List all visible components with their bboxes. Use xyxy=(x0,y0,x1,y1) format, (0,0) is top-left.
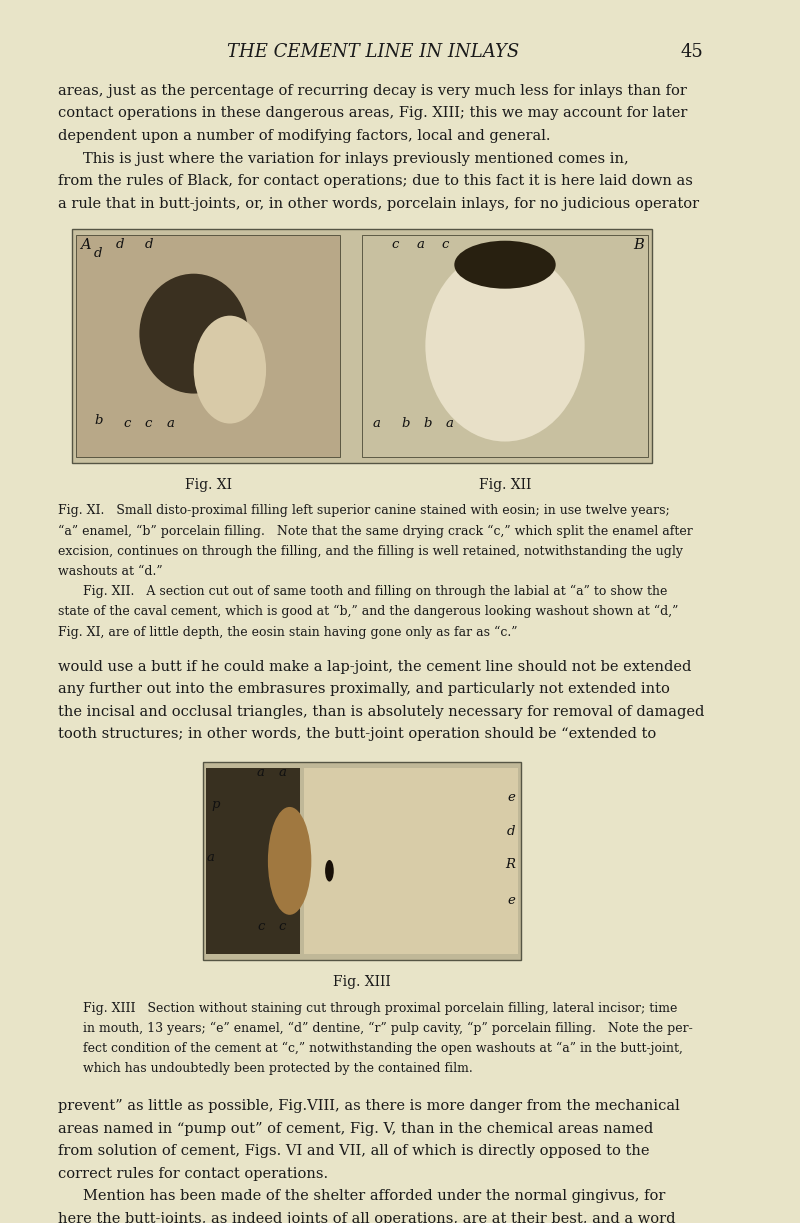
Text: Fig. XIII   Section without staining cut through proximal porcelain filling, lat: Fig. XIII Section without staining cut t… xyxy=(83,1002,678,1015)
Ellipse shape xyxy=(454,241,556,289)
Text: any further out into the embrasures proximally, and particularly not extended in: any further out into the embrasures prox… xyxy=(58,682,670,696)
Text: which has undoubtedly been protected by the contained film.: which has undoubtedly been protected by … xyxy=(83,1062,473,1075)
Text: A: A xyxy=(80,238,90,252)
Text: b: b xyxy=(423,417,432,430)
Text: c: c xyxy=(391,238,398,252)
Text: a: a xyxy=(446,417,453,430)
FancyBboxPatch shape xyxy=(73,229,652,462)
Text: the incisal and occlusal triangles, than is absolutely necessary for removal of : the incisal and occlusal triangles, than… xyxy=(58,704,704,719)
Ellipse shape xyxy=(426,249,585,442)
Text: d: d xyxy=(507,824,515,838)
Text: R: R xyxy=(506,859,515,871)
Text: e: e xyxy=(508,894,515,907)
Text: Fig. XII: Fig. XII xyxy=(479,478,531,492)
Text: a: a xyxy=(257,766,265,779)
Text: washouts at “d.”: washouts at “d.” xyxy=(58,565,162,578)
Text: here the butt-joints, as indeed joints of all operations, are at their best, and: here the butt-joints, as indeed joints o… xyxy=(58,1212,675,1223)
Text: fect condition of the cement at “c,” notwithstanding the open washouts at “a” in: fect condition of the cement at “c,” not… xyxy=(83,1042,683,1055)
Text: prevent” as little as possible, Fig.VIII, as there is more danger from the mecha: prevent” as little as possible, Fig.VIII… xyxy=(58,1099,680,1113)
Text: Fig. XIII: Fig. XIII xyxy=(333,976,391,989)
Text: Fig. XI: Fig. XI xyxy=(185,478,232,492)
Text: b: b xyxy=(94,413,102,427)
Text: d: d xyxy=(116,238,124,252)
Text: tooth structures; in other words, the butt-joint operation should be “extended t: tooth structures; in other words, the bu… xyxy=(58,728,656,741)
Text: e: e xyxy=(508,791,515,804)
Text: a: a xyxy=(166,417,174,430)
Text: areas named in “pump out” of cement, Fig. V, than in the chemical areas named: areas named in “pump out” of cement, Fig… xyxy=(58,1121,653,1136)
Text: state of the caval cement, which is good at “b,” and the dangerous looking washo: state of the caval cement, which is good… xyxy=(58,605,678,619)
Text: p: p xyxy=(211,797,220,811)
Text: Fig. XII.   A section cut out of same tooth and filling on through the labial at: Fig. XII. A section cut out of same toot… xyxy=(83,585,668,598)
Text: from solution of cement, Figs. VI and VII, all of which is directly opposed to t: from solution of cement, Figs. VI and VI… xyxy=(58,1145,650,1158)
Text: B: B xyxy=(634,238,644,252)
Text: Fig. XI, are of little depth, the eosin stain having gone only as far as “c.”: Fig. XI, are of little depth, the eosin … xyxy=(58,625,518,638)
FancyBboxPatch shape xyxy=(362,235,648,456)
Text: c: c xyxy=(257,921,265,933)
Text: would use a butt if he could make a lap-joint, the cement line should not be ext: would use a butt if he could make a lap-… xyxy=(58,660,691,674)
Text: This is just where the variation for inlays previously mentioned comes in,: This is just where the variation for inl… xyxy=(83,152,629,165)
Text: b: b xyxy=(402,417,410,430)
Ellipse shape xyxy=(139,274,248,394)
Text: d: d xyxy=(94,247,102,259)
FancyBboxPatch shape xyxy=(304,768,518,954)
Text: Fig. XI.   Small disto-proximal filling left superior canine stained with eosin;: Fig. XI. Small disto-proximal filling le… xyxy=(58,504,670,517)
Text: a: a xyxy=(206,851,214,863)
FancyBboxPatch shape xyxy=(202,762,522,960)
Text: contact operations in these dangerous areas, Fig. XIII; this we may account for : contact operations in these dangerous ar… xyxy=(58,106,687,120)
Text: Mention has been made of the shelter afforded under the normal gingivus, for: Mention has been made of the shelter aff… xyxy=(83,1189,666,1203)
Text: correct rules for contact operations.: correct rules for contact operations. xyxy=(58,1167,328,1180)
Text: dependent upon a number of modifying factors, local and general.: dependent upon a number of modifying fac… xyxy=(58,128,550,143)
Text: 45: 45 xyxy=(681,43,703,61)
Text: c: c xyxy=(278,921,286,933)
Text: a: a xyxy=(416,238,424,252)
FancyBboxPatch shape xyxy=(76,235,340,456)
Text: in mouth, 13 years; “e” enamel, “d” dentine, “r” pulp cavity, “p” porcelain fill: in mouth, 13 years; “e” enamel, “d” dent… xyxy=(83,1022,693,1035)
Text: excision, continues on through the filling, and the filling is well retained, no: excision, continues on through the filli… xyxy=(58,544,683,558)
Text: d: d xyxy=(145,238,154,252)
Text: areas, just as the percentage of recurring decay is very much less for inlays th: areas, just as the percentage of recurri… xyxy=(58,84,686,98)
Ellipse shape xyxy=(325,860,334,882)
Text: THE CEMENT LINE IN INLAYS: THE CEMENT LINE IN INLAYS xyxy=(226,43,519,61)
Text: from the rules of Black, for contact operations; due to this fact it is here lai: from the rules of Black, for contact ope… xyxy=(58,174,693,188)
Text: a: a xyxy=(278,766,286,779)
Ellipse shape xyxy=(194,316,266,423)
Ellipse shape xyxy=(268,807,311,915)
Text: “a” enamel, “b” porcelain filling.   Note that the same drying crack “c,” which : “a” enamel, “b” porcelain filling. Note … xyxy=(58,525,693,538)
FancyBboxPatch shape xyxy=(206,768,301,954)
Text: c: c xyxy=(442,238,449,252)
Text: a: a xyxy=(373,417,381,430)
Text: a rule that in butt-joints, or, in other words, porcelain inlays, for no judicio: a rule that in butt-joints, or, in other… xyxy=(58,197,699,210)
Text: c: c xyxy=(123,417,130,430)
Text: c: c xyxy=(145,417,152,430)
